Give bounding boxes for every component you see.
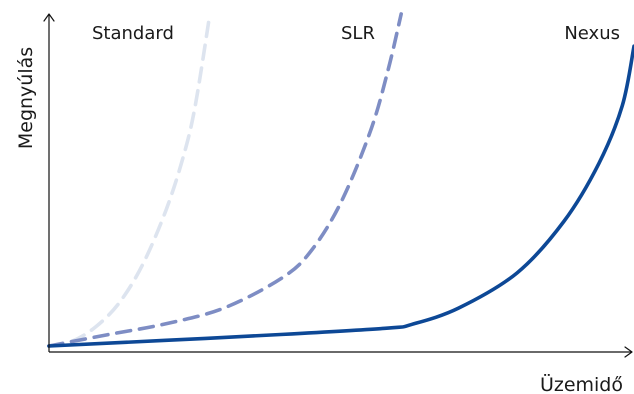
series-layer <box>47 12 634 348</box>
series-line-slr <box>47 12 403 348</box>
series-label-nexus: Nexus <box>564 23 620 44</box>
x-axis-label: Üzemidő <box>540 373 623 394</box>
y-axis-arrow-icon <box>43 13 55 22</box>
x-axis-arrow-icon <box>624 346 633 358</box>
series-line-standard <box>47 12 212 348</box>
series-label-standard: Standard <box>92 23 174 44</box>
y-axis-label: Megnyúlás <box>15 47 37 149</box>
series-line-nexus <box>47 44 634 348</box>
series-label-slr: SLR <box>341 23 375 44</box>
